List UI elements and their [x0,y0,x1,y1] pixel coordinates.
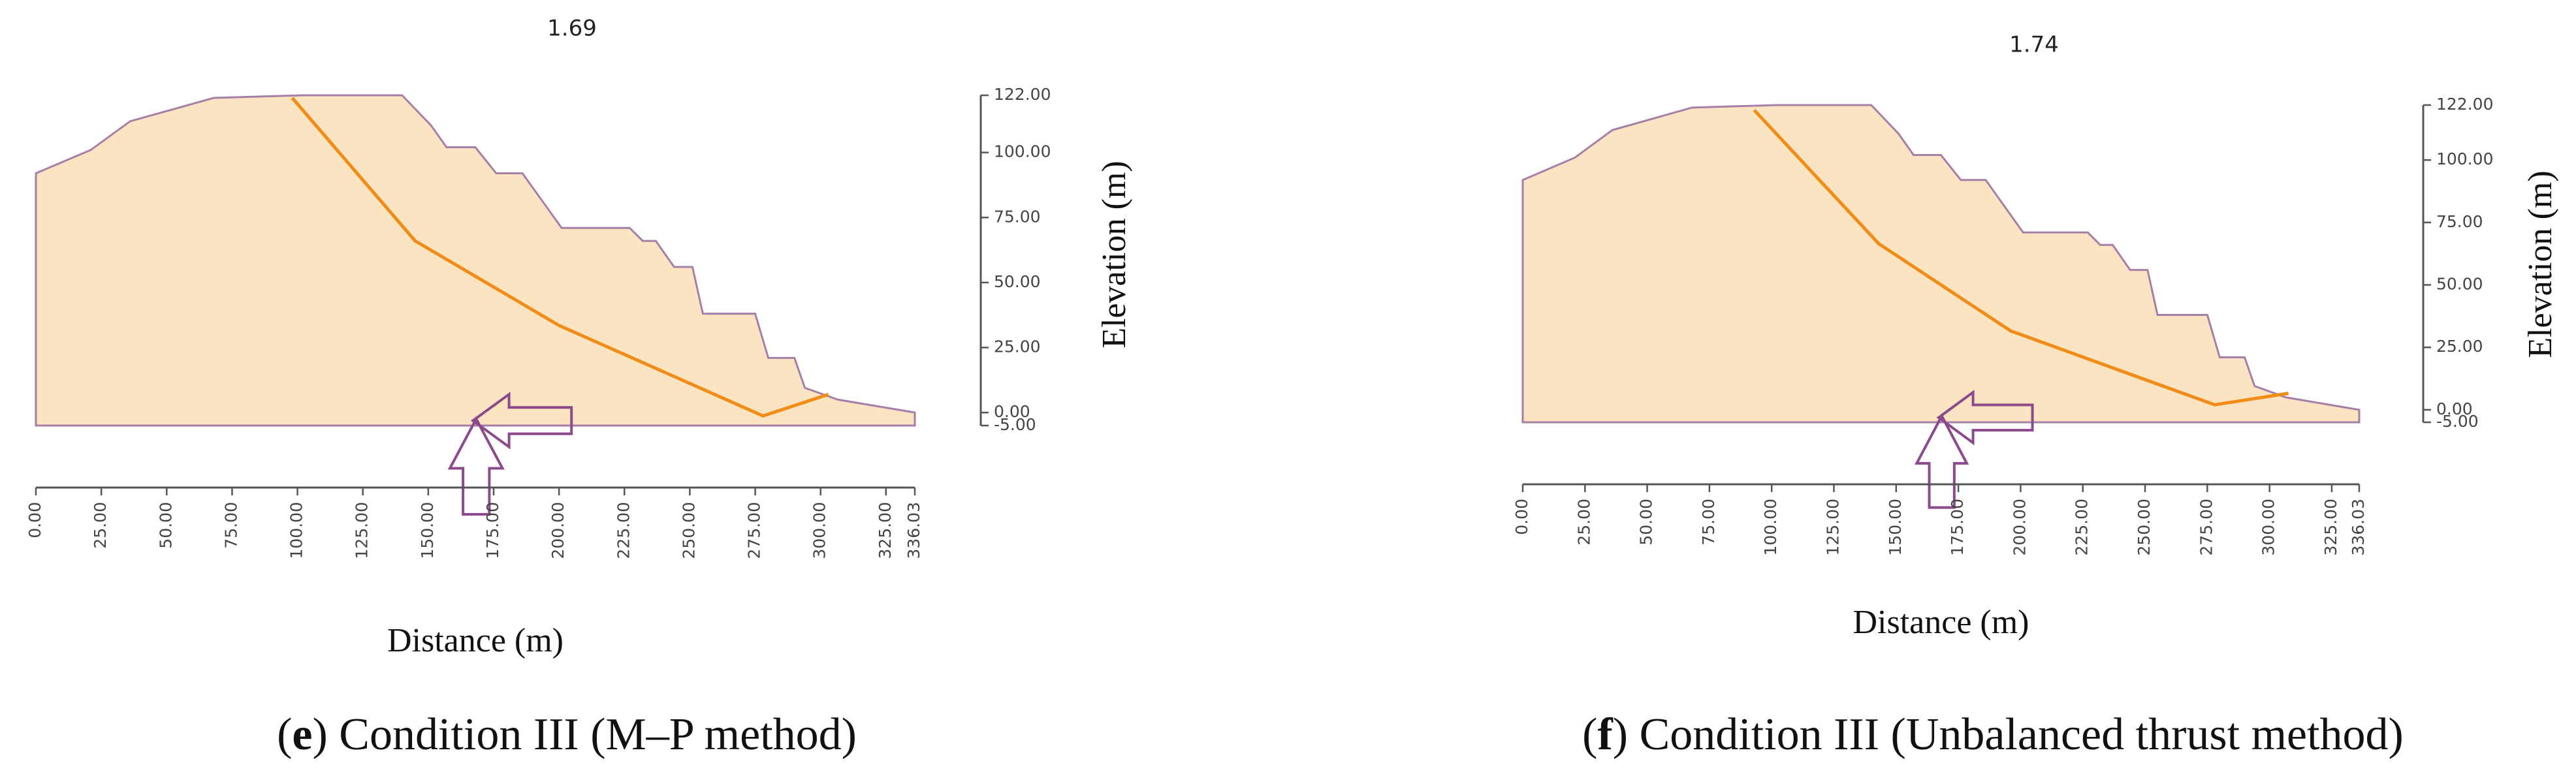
y-axis-title: Elevation (m) [1096,161,1133,348]
x-tick-label: 100.00 [287,502,306,559]
y-tick-label: 75.00 [994,207,1041,226]
y-tick-label: 122.00 [2436,95,2493,114]
x-tick-label: 325.00 [876,502,895,559]
arrow-left [470,392,573,450]
y-tick-label: 75.00 [2436,212,2483,231]
caption-part: e [292,709,312,760]
y-tick-label: 0.00 [994,402,1030,421]
caption: (f) Condition III (Unbalanced thrust met… [1582,709,2404,760]
x-tick-label: 175.00 [483,502,502,559]
x-tick-label: 200.00 [2010,499,2029,555]
caption-part: ) Condition III (Unbalanced thrust metho… [1613,709,2404,760]
x-tick-label: 25.00 [1574,499,1593,546]
x-tick-label: 250.00 [2135,499,2154,555]
caption-part: ) Condition III (M–P method) [312,709,856,760]
x-tick-label: 250.00 [679,502,698,559]
x-tick-label: 150.00 [418,502,437,559]
caption: (e) Condition III (M–P method) [277,709,857,760]
x-tick-label: 300.00 [2259,499,2278,555]
y-tick-label: -5.00 [2436,412,2479,431]
caption-part: ( [277,709,292,760]
x-tick-label: 0.00 [25,502,44,538]
x-tick-label: 300.00 [810,502,829,559]
x-tick-label: 275.00 [745,502,764,559]
y-tick-label: 25.00 [2436,337,2483,356]
x-tick-label: 100.00 [1761,499,1780,555]
x-axis-title: Distance (m) [1852,604,2029,641]
y-axis-title: Elevation (m) [2522,170,2559,358]
x-tick-label: 75.00 [221,502,240,549]
arrow-up [1915,413,1969,509]
y-tick-label: -5.00 [994,415,1036,434]
x-tick-label: 75.00 [1699,499,1718,546]
slip-surface [291,97,829,418]
y-tick-label: 50.00 [2436,275,2483,294]
slip-surface [1753,108,2289,407]
y-tick-label: 100.00 [2436,149,2493,168]
x-tick-label: 200.00 [549,502,567,559]
x-tick-label: 25.00 [91,502,110,549]
y-tick-label: 0.00 [2436,399,2473,418]
arrow-left [1936,390,2034,446]
arrow-up [447,416,505,516]
x-tick-label: 275.00 [2197,499,2216,555]
y-tick-label: 122.00 [994,85,1051,104]
x-axis-title: Distance (m) [387,622,564,659]
x-tick-label: 336.03 [2349,499,2368,555]
y-tick-label: 100.00 [994,142,1051,161]
x-tick-label: 150.00 [1886,499,1905,555]
y-tick-label: 25.00 [994,337,1041,356]
chart-title: 1.74 [2009,32,2059,58]
caption-part: f [1597,709,1613,760]
x-tick-label: 175.00 [1948,499,1967,555]
x-tick-label: 225.00 [2073,499,2091,555]
x-tick-label: 325.00 [2321,499,2340,555]
terrain-area [35,94,916,427]
x-tick-label: 336.03 [904,502,923,559]
x-tick-label: 125.00 [1824,499,1843,555]
x-tick-label: 125.00 [353,502,372,559]
chart-title: 1.69 [547,16,597,42]
x-tick-label: 0.00 [1512,499,1531,535]
y-tick-label: 50.00 [994,272,1041,291]
caption-part: ( [1582,709,1597,760]
x-tick-label: 50.00 [1637,499,1656,546]
chart: 1.69 0.00 25.00 50.00 75.00 100.00 125.00 150.0… [25,16,1133,760]
chart: 1.74 0.00 25.00 50.00 75.00 100.00 125.00 150.0… [1512,32,2559,760]
x-tick-label: 50.00 [156,502,175,549]
x-tick-label: 225.00 [614,502,633,559]
terrain-area [1521,104,2361,424]
